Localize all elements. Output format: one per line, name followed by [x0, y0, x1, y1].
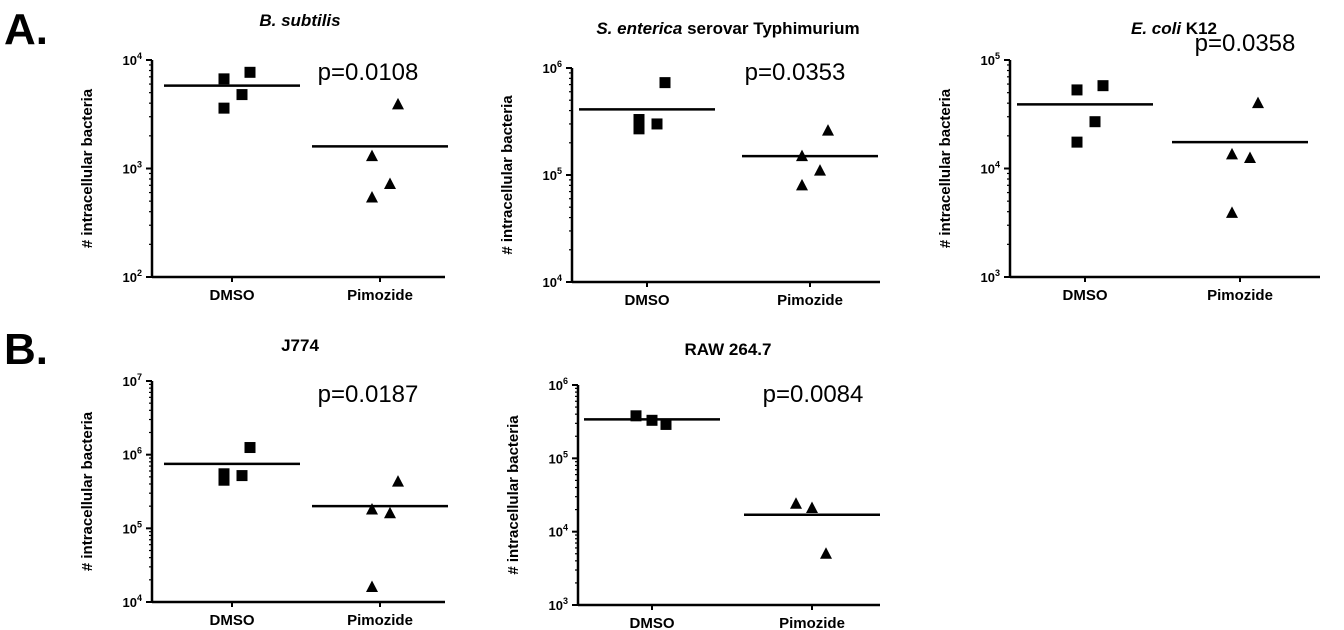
p-value-annotation: p=0.0084 — [763, 381, 864, 408]
x-tick-label: DMSO — [630, 615, 675, 630]
chart-j774: J774 # intracellular bacteria 104 105 106 107… — [79, 336, 448, 629]
chart-raw-264-7: RAW 264.7 # intracellular bacteria 103 104 1… — [505, 340, 880, 630]
p-value-annotation: p=0.0358 — [1195, 30, 1296, 57]
x-tick-label: Pimozide — [347, 612, 413, 629]
y-tick-label: 106 — [549, 376, 568, 393]
data-point-triangle — [1252, 96, 1264, 109]
data-point-square — [630, 410, 642, 422]
y-tick-label: 105 — [123, 519, 142, 536]
data-point-triangle — [366, 580, 378, 592]
data-point-triangle — [392, 97, 404, 110]
y-tick-label: 103 — [981, 268, 1000, 285]
data-point-square — [218, 102, 230, 114]
y-tick-label: 103 — [123, 160, 142, 177]
x-tick-label: DMSO — [1063, 287, 1108, 304]
data-point-square — [1089, 116, 1101, 128]
x-tick-label: Pimozide — [779, 615, 845, 630]
y-tick-label: 105 — [543, 166, 562, 183]
y-tick-label: 103 — [549, 596, 568, 613]
chart-b-subtilis: B. subtilis # intracellular bacteria 102 10… — [79, 14, 448, 304]
data-point-square — [633, 123, 645, 135]
y-tick-label: 106 — [543, 59, 562, 76]
y-axis-label: # intracellular bacteria — [79, 411, 96, 571]
data-point-square — [660, 418, 672, 430]
p-value-annotation: p=0.0108 — [318, 59, 419, 86]
chart-e-coli: E. coli K12 # intracellular bacteria 103 10… — [937, 19, 1320, 304]
y-axis-label: # intracellular bacteria — [937, 88, 954, 248]
data-point-triangle — [366, 149, 378, 162]
data-point-triangle — [384, 177, 396, 189]
data-point-square — [236, 89, 248, 101]
chart-title: E. coli K12 — [1131, 19, 1217, 38]
y-axis-label: # intracellular bacteria — [499, 95, 516, 255]
p-value-annotation: p=0.0353 — [745, 59, 846, 86]
data-point-triangle — [1244, 151, 1256, 163]
chart-title: B. subtilis — [259, 14, 340, 30]
data-point-square — [244, 442, 256, 454]
x-tick-label: Pimozide — [777, 292, 843, 309]
data-point-square — [244, 66, 256, 78]
x-tick-label: Pimozide — [347, 287, 413, 304]
y-tick-label: 104 — [549, 523, 568, 540]
y-tick-label: 105 — [981, 51, 1000, 68]
chart-title: RAW 264.7 — [685, 340, 772, 359]
y-axis-label: # intracellular bacteria — [79, 88, 96, 248]
data-point-triangle — [820, 547, 832, 559]
data-point-triangle — [814, 164, 826, 176]
data-point-triangle — [806, 501, 818, 514]
x-tick-label: DMSO — [210, 287, 255, 304]
data-point-square — [218, 468, 230, 480]
data-point-square — [651, 118, 663, 130]
data-point-triangle — [366, 503, 378, 515]
y-tick-label: 104 — [543, 273, 562, 290]
y-tick-label: 104 — [123, 51, 142, 68]
data-point-triangle — [366, 191, 378, 203]
data-point-square — [633, 114, 645, 126]
y-tick-label: 104 — [981, 160, 1000, 177]
chart-title: S. enterica serovar Typhimurium — [596, 19, 859, 38]
x-tick-label: Pimozide — [1207, 287, 1273, 304]
y-tick-label: 104 — [123, 593, 142, 610]
chart-s-enterica: S. enterica serovar Typhimurium # intrace… — [499, 19, 880, 309]
data-point-triangle — [1226, 206, 1238, 218]
data-point-square — [236, 470, 248, 482]
x-tick-label: DMSO — [625, 292, 670, 309]
data-point-triangle — [822, 124, 834, 136]
p-value-annotation: p=0.0187 — [318, 381, 419, 408]
y-axis-label: # intracellular bacteria — [505, 415, 522, 575]
y-tick-label: 102 — [123, 268, 142, 285]
data-point-square — [1097, 80, 1109, 92]
data-point-square — [218, 474, 230, 486]
panel-label-b: B. — [4, 325, 48, 374]
data-point-square — [1071, 84, 1083, 96]
y-tick-label: 105 — [549, 449, 568, 466]
data-point-triangle — [392, 475, 404, 487]
chart-title: J774 — [281, 336, 319, 355]
data-point-triangle — [790, 497, 802, 509]
data-point-triangle — [1226, 147, 1238, 160]
y-tick-label: 106 — [123, 446, 142, 463]
data-point-square — [218, 73, 230, 85]
data-point-square — [659, 77, 671, 89]
data-point-triangle — [384, 506, 396, 519]
data-point-triangle — [796, 178, 808, 191]
data-point-square — [1071, 136, 1083, 148]
y-tick-label: 107 — [123, 372, 142, 389]
panel-label-a: A. — [4, 5, 48, 54]
x-tick-label: DMSO — [210, 612, 255, 629]
